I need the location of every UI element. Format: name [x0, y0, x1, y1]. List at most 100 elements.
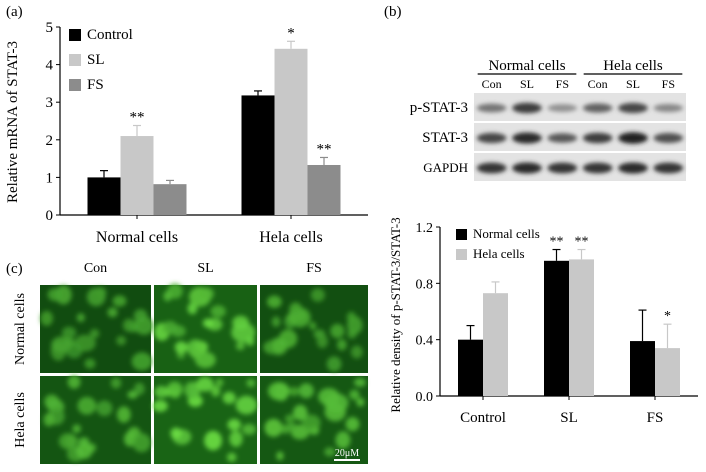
micro-cell [266, 295, 282, 309]
micro-cell [271, 316, 281, 328]
legend-swatch [69, 79, 81, 91]
micro-cell [271, 338, 286, 354]
y-tick-label: 1.2 [416, 221, 434, 236]
micro-cell [134, 382, 145, 395]
micro-cell [222, 391, 236, 404]
micro-cell [84, 358, 96, 369]
micro-column-label: FS [306, 261, 322, 276]
bar-sl [120, 136, 154, 215]
chart-a: Relative mRNA of STAT-3 0 1 2 3 4 5 Normal cel… [5, 20, 368, 246]
y-tick-label: 4 [46, 58, 54, 74]
legend-swatch [456, 229, 467, 240]
blot-band [547, 133, 578, 143]
micro-cell [107, 307, 118, 318]
micro-cells [263, 288, 363, 372]
micro-cell [134, 316, 154, 335]
chart-b: Relative density of p-STAT-3/STAT-3 0.0 0… [388, 217, 698, 426]
micro-cell [345, 417, 360, 432]
blot-band [547, 162, 578, 174]
micro-cell [326, 356, 342, 372]
blot-strip [474, 93, 686, 121]
blot-band [512, 162, 542, 174]
legend-label: Normal cells [473, 226, 540, 241]
micro-cell [110, 377, 122, 389]
micro-cell [163, 291, 172, 302]
micro-cell [131, 352, 153, 371]
y-tick-label: 0.8 [416, 277, 434, 292]
blot-group-label: Normal cells [488, 58, 565, 74]
micro-cell [76, 442, 93, 459]
micro-cell [354, 377, 366, 387]
micro-panel [154, 283, 257, 373]
micro-cell [89, 328, 100, 339]
blot-band [618, 102, 648, 114]
micro-cell [58, 433, 78, 450]
micro-cell [309, 321, 317, 330]
blot-lane-label: FS [662, 77, 675, 91]
bar-normal-cells [458, 339, 483, 396]
micro-cell [127, 390, 138, 399]
chart-b-legend: Normal cells Hela cells [456, 226, 540, 261]
legend-swatch [456, 249, 467, 260]
y-tick-label: 0.0 [416, 390, 434, 405]
micro-cell [76, 313, 85, 323]
micro-cells [43, 375, 151, 462]
micro-cell [95, 286, 107, 299]
significance-mark: ** [130, 110, 145, 126]
scale-bar-label: 20μM [335, 448, 359, 459]
micro-cell [330, 323, 345, 339]
micro-cell [199, 287, 214, 301]
y-tick-label: 3 [46, 95, 54, 111]
micro-cell [61, 326, 77, 339]
bar-control [241, 95, 275, 215]
micro-row-label: Hela cells [13, 392, 28, 448]
micro-cell [44, 394, 60, 409]
bar-hela-cells [655, 348, 680, 396]
micro-cell [276, 451, 284, 461]
micro-panel [260, 285, 368, 373]
blot-band [512, 132, 542, 144]
micro-cell [226, 452, 237, 463]
significance-mark: ** [575, 235, 589, 250]
chart-a-ylabel: Relative mRNA of STAT-3 [5, 41, 21, 203]
micro-cell [122, 318, 136, 332]
micro-panel [40, 285, 154, 373]
x-category-label: Normal cells [96, 229, 178, 246]
y-tick-label: 0.4 [416, 334, 434, 349]
micro-cell [154, 385, 169, 398]
panel-label-c: (c) [6, 261, 23, 277]
micro-cell [264, 418, 283, 437]
micro-cell [298, 383, 314, 399]
blot-band [582, 162, 613, 174]
micro-cell [170, 427, 182, 440]
micro-cells [264, 377, 366, 461]
y-tick-label: 0 [46, 208, 54, 224]
micro-cell [335, 431, 351, 449]
micro-cell [215, 378, 224, 387]
micro-cell [96, 400, 113, 417]
y-tick-label: 2 [46, 133, 54, 149]
significance-mark: * [664, 309, 671, 324]
x-category-label: Hela cells [259, 229, 323, 246]
y-tick-label: 1 [46, 170, 54, 186]
legend-swatch [69, 29, 81, 41]
x-category-label: FS [647, 410, 664, 426]
micro-cell [336, 339, 347, 351]
micro-cells [154, 283, 256, 368]
micro-cell [40, 310, 54, 326]
micro-cell [246, 378, 256, 388]
significance-mark: ** [550, 235, 564, 250]
chart-a-axes: 0 1 2 3 4 5 Normal cells Hela cells [46, 20, 368, 246]
blot-band [512, 102, 542, 114]
legend-label: SL [87, 52, 105, 68]
micro-cells [40, 285, 154, 371]
micro-cell [174, 341, 188, 354]
micro-cell [51, 336, 72, 353]
blot-band [618, 162, 648, 174]
micro-cell [204, 430, 223, 451]
blot-group-label: Hela cells [603, 58, 663, 74]
x-category-label: SL [560, 410, 578, 426]
micro-cell [196, 376, 214, 392]
bar-fs [153, 184, 187, 215]
